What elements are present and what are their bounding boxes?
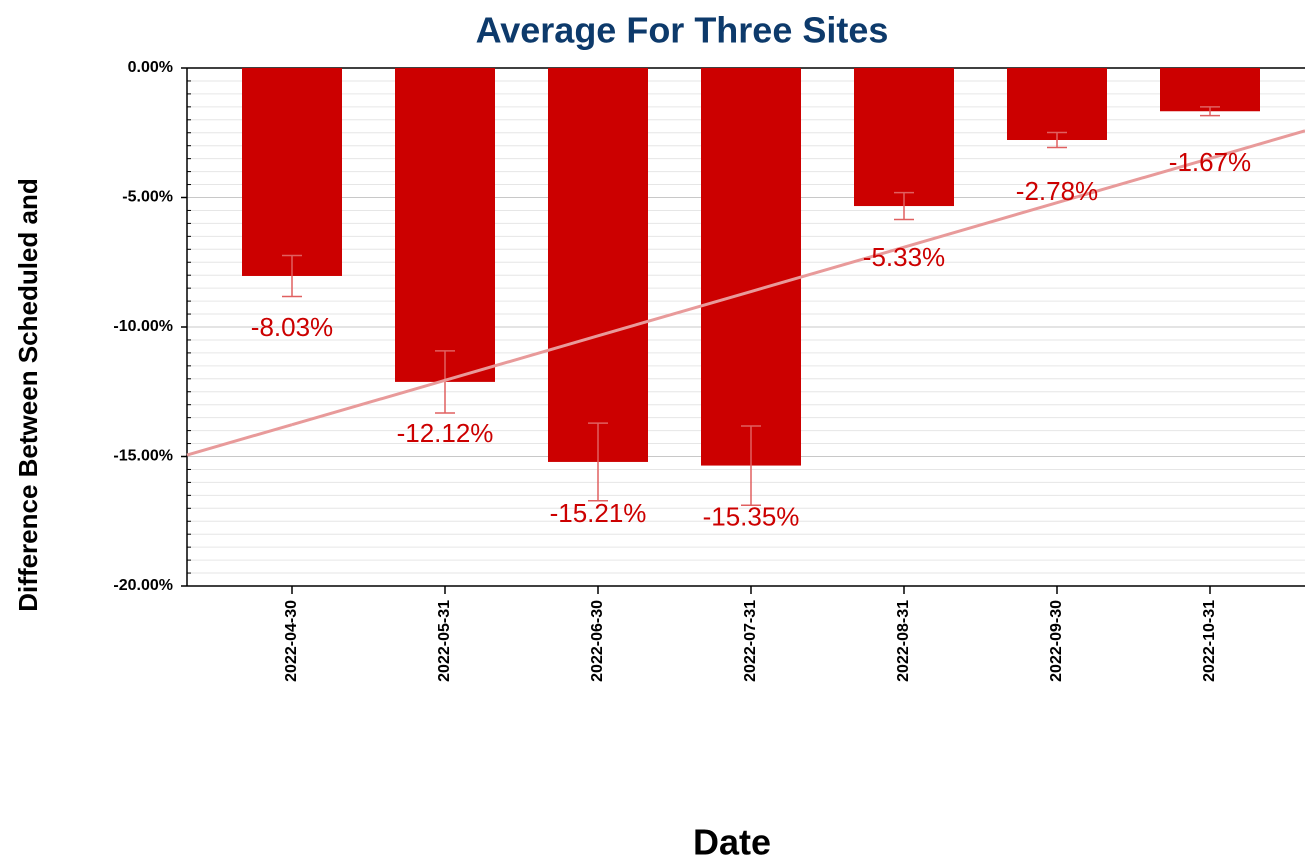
x-tick-label: 2022-09-30 bbox=[1048, 600, 1065, 682]
y-axis-label: Difference Between Scheduled and bbox=[13, 178, 43, 611]
value-label: -1.67% bbox=[1169, 147, 1251, 177]
y-tick-label: -10.00% bbox=[113, 318, 173, 335]
bar bbox=[1007, 68, 1107, 141]
bar bbox=[1160, 68, 1260, 112]
bar bbox=[854, 68, 954, 207]
value-label: -15.21% bbox=[550, 498, 647, 528]
value-label: -15.35% bbox=[703, 501, 800, 531]
value-label: -12.12% bbox=[397, 418, 494, 448]
trend-extension bbox=[186, 423, 293, 457]
x-tick-label: 2022-05-31 bbox=[436, 600, 453, 682]
x-tick-label: 2022-06-30 bbox=[589, 600, 606, 682]
trend-line bbox=[291, 156, 1211, 427]
y-tick-label: 0.00% bbox=[128, 59, 173, 76]
bar bbox=[548, 68, 648, 462]
y-tick-label: -15.00% bbox=[113, 448, 173, 465]
x-tick-label: 2022-08-31 bbox=[895, 600, 912, 682]
chart-title: Average For Three Sites bbox=[476, 10, 889, 51]
bar bbox=[242, 68, 342, 276]
x-axis-label: Date bbox=[693, 822, 771, 860]
y-tick-label: -20.00% bbox=[113, 577, 173, 594]
bar bbox=[395, 68, 495, 382]
trend-extension bbox=[1209, 129, 1305, 160]
x-tick-label: 2022-07-31 bbox=[742, 600, 759, 682]
x-tick-label: 2022-04-30 bbox=[283, 600, 300, 682]
bar bbox=[701, 68, 801, 466]
value-label: -8.03% bbox=[251, 312, 333, 342]
value-label: -2.78% bbox=[1016, 176, 1098, 206]
value-label: -5.33% bbox=[863, 242, 945, 272]
y-tick-label: -5.00% bbox=[122, 189, 173, 206]
x-tick-label: 2022-10-31 bbox=[1201, 600, 1218, 682]
